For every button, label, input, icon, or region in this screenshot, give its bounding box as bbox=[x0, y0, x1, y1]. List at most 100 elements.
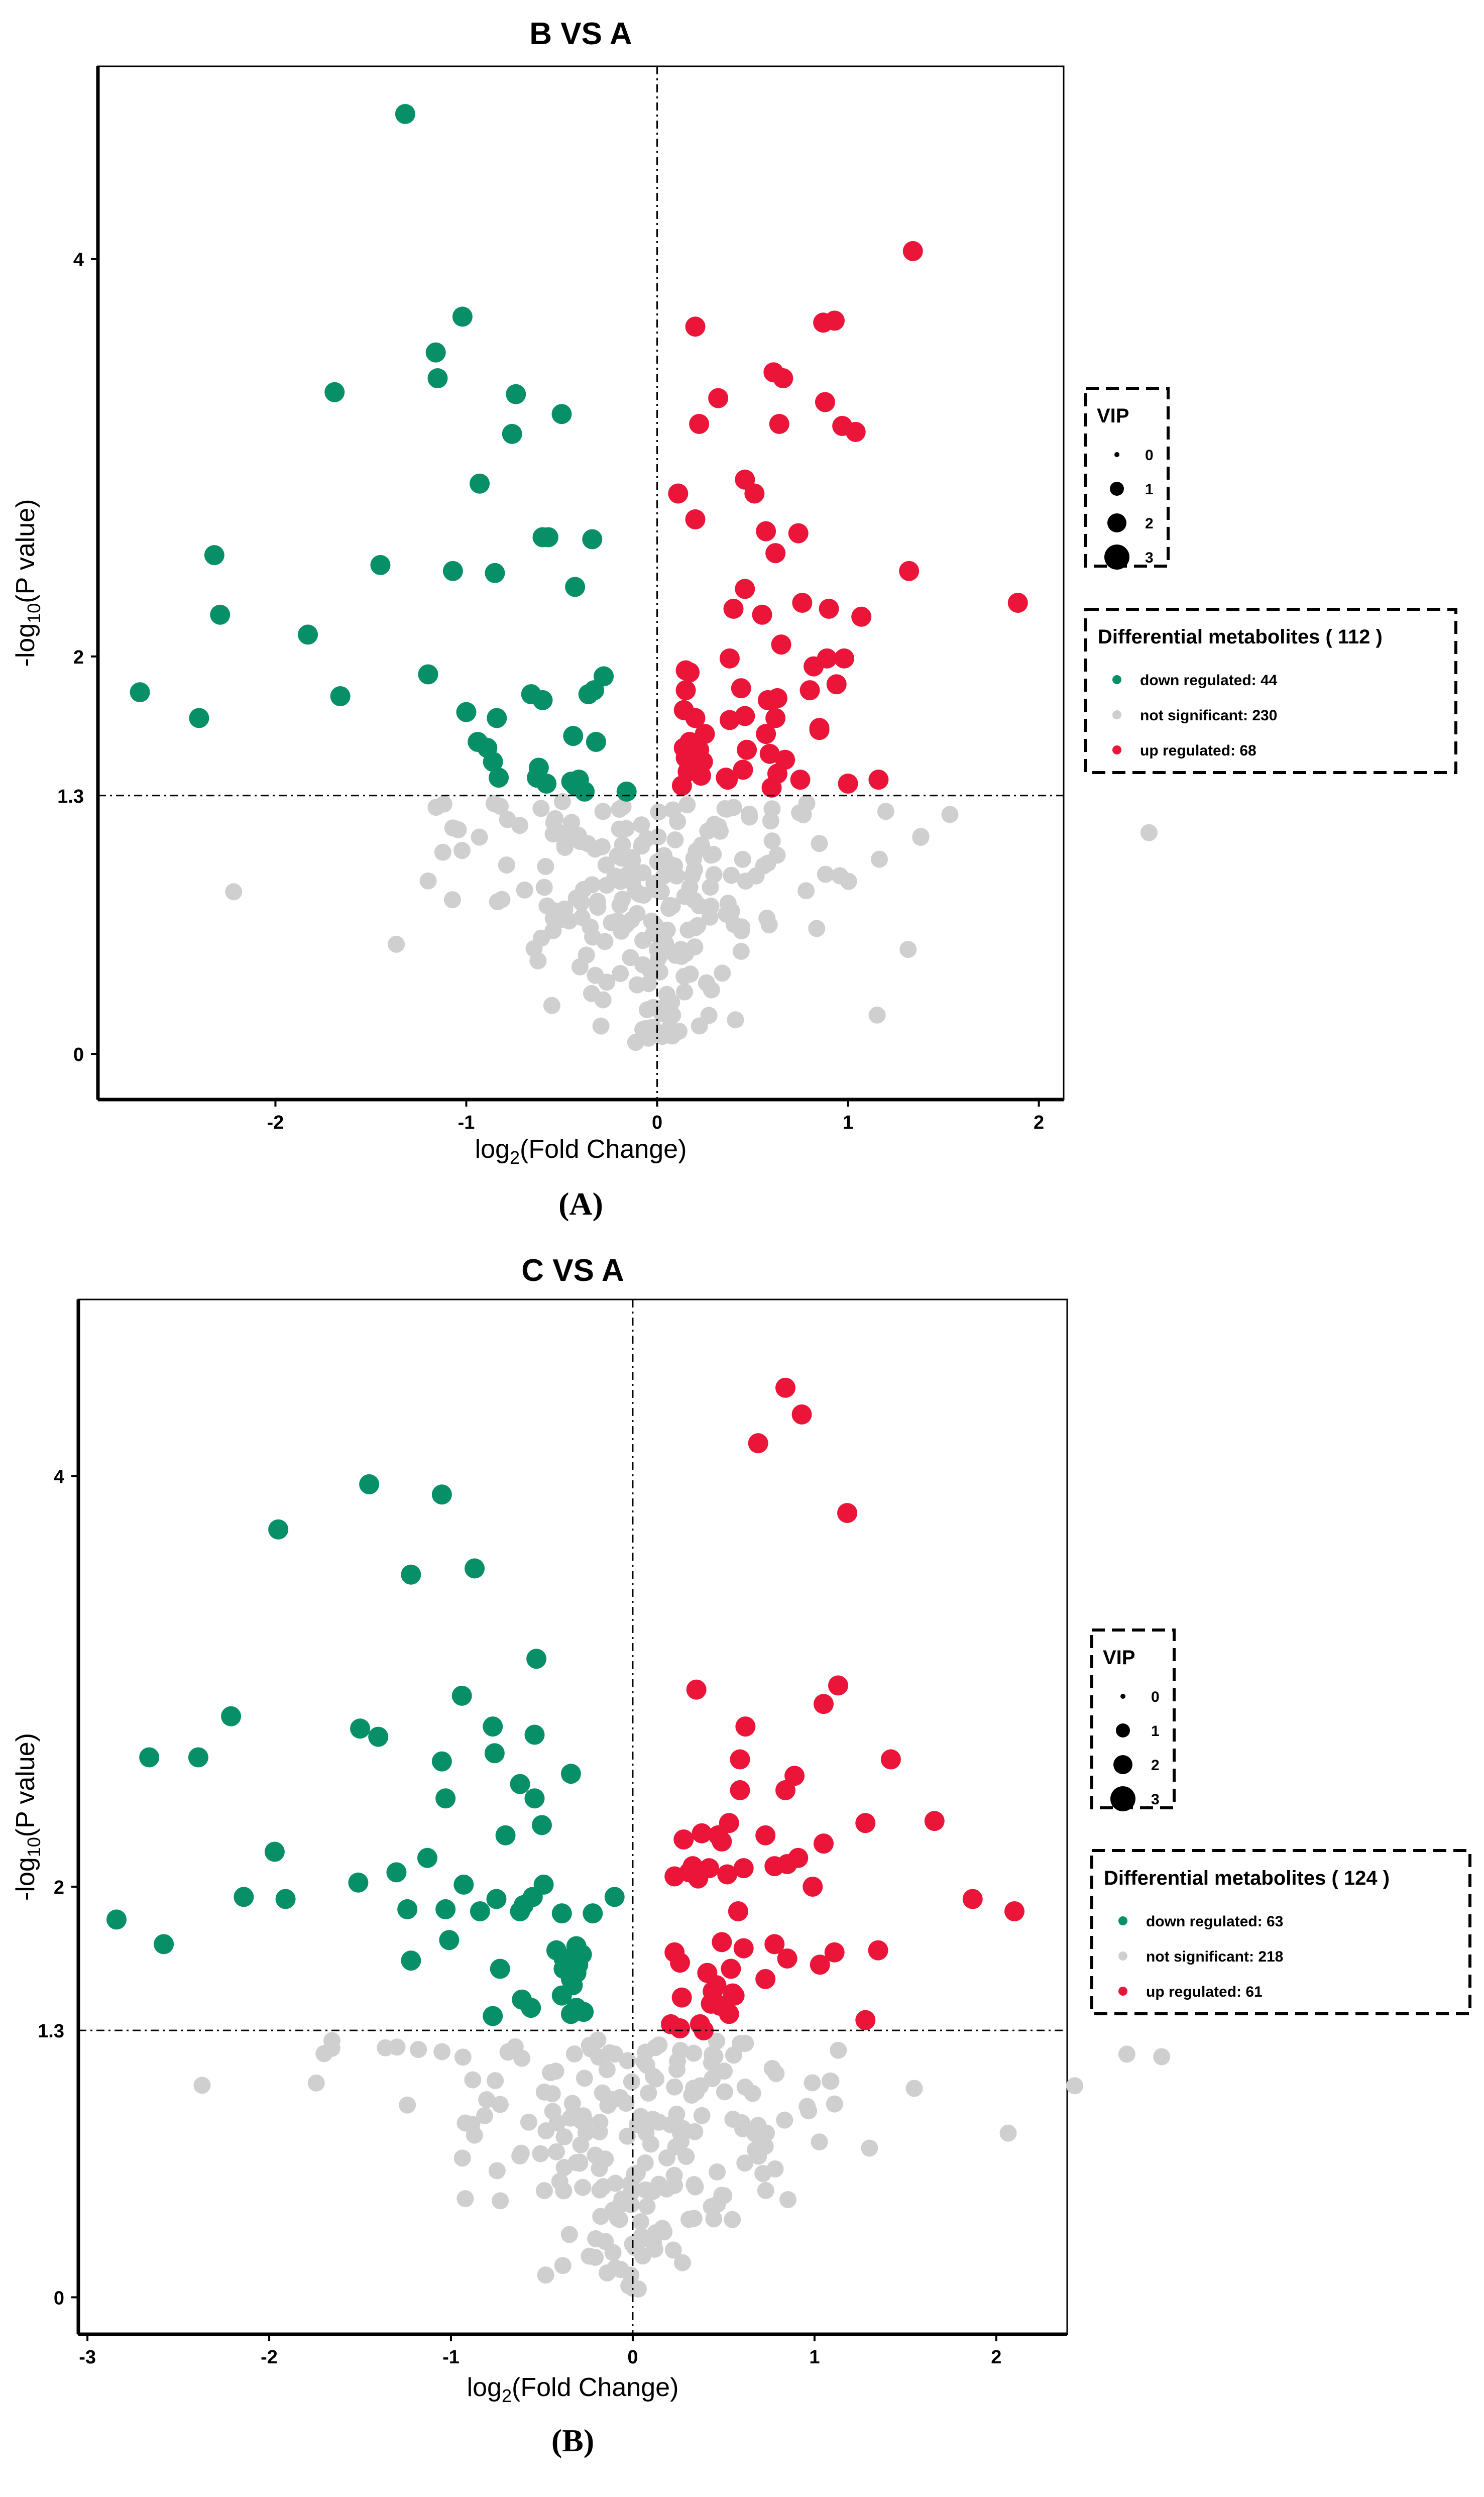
point-not-significant bbox=[746, 2125, 764, 2142]
point-up-regulated bbox=[723, 598, 744, 619]
point-not-significant bbox=[323, 2032, 340, 2049]
point-not-significant bbox=[377, 2039, 394, 2056]
point-up-regulated bbox=[717, 1864, 738, 1885]
point-down-regulated bbox=[330, 686, 351, 706]
point-not-significant bbox=[637, 2181, 654, 2199]
point-up-regulated bbox=[664, 1866, 685, 1887]
point-up-regulated bbox=[670, 2018, 691, 2038]
point-not-significant bbox=[520, 2113, 537, 2131]
point-not-significant bbox=[633, 816, 650, 834]
point-not-significant bbox=[686, 938, 704, 956]
point-not-significant bbox=[666, 831, 684, 848]
point-not-significant bbox=[594, 803, 612, 820]
point-not-significant bbox=[701, 908, 719, 926]
point-up-regulated bbox=[688, 1868, 709, 1889]
point-not-significant bbox=[724, 2211, 741, 2228]
chart-title: B VS A bbox=[529, 17, 632, 51]
point-not-significant bbox=[512, 2144, 530, 2162]
point-not-significant bbox=[399, 2096, 416, 2114]
point-up-regulated bbox=[767, 764, 787, 784]
point-up-regulated bbox=[826, 674, 847, 695]
point-not-significant bbox=[492, 2192, 509, 2210]
vip-level-label: 2 bbox=[1151, 1757, 1160, 1774]
point-down-regulated bbox=[425, 342, 446, 363]
point-up-regulated bbox=[671, 775, 692, 796]
point-up-regulated bbox=[710, 1996, 730, 2016]
legend-item-not-significant-dot bbox=[1118, 1951, 1127, 1961]
point-down-regulated bbox=[490, 1959, 510, 1979]
point-up-regulated bbox=[809, 718, 830, 738]
point-not-significant bbox=[488, 2162, 506, 2180]
point-not-significant bbox=[619, 2052, 636, 2070]
point-not-significant bbox=[699, 822, 717, 840]
point-not-significant bbox=[511, 817, 529, 834]
y-tick-label: 2 bbox=[54, 1877, 64, 1898]
y-axis-label: -log10(P value) bbox=[11, 1733, 44, 1901]
point-up-regulated bbox=[773, 368, 793, 389]
point-down-regulated bbox=[470, 1901, 490, 1922]
panel-label: (A) bbox=[558, 1186, 603, 1222]
point-down-regulated bbox=[502, 423, 522, 444]
point-not-significant bbox=[525, 940, 543, 957]
point-up-regulated bbox=[868, 1940, 888, 1961]
point-not-significant bbox=[877, 803, 894, 820]
point-not-significant bbox=[779, 2191, 797, 2208]
x-tick-label: 1 bbox=[843, 1112, 853, 1133]
point-not-significant bbox=[756, 2137, 774, 2155]
vip-level-label: 0 bbox=[1151, 1689, 1160, 1705]
point-not-significant bbox=[685, 2044, 703, 2062]
point-down-regulated bbox=[551, 404, 572, 424]
point-up-regulated bbox=[748, 1433, 768, 1454]
point-up-regulated bbox=[765, 543, 786, 564]
point-not-significant bbox=[193, 2077, 211, 2094]
point-not-significant bbox=[1066, 2077, 1084, 2095]
point-up-regulated bbox=[784, 1766, 805, 1786]
point-not-significant bbox=[541, 2064, 559, 2082]
point-down-regulated bbox=[452, 306, 473, 327]
point-not-significant bbox=[656, 998, 673, 1015]
point-up-regulated bbox=[765, 708, 786, 728]
point-not-significant bbox=[664, 801, 682, 819]
point-not-significant bbox=[741, 808, 758, 826]
point-down-regulated bbox=[264, 1841, 285, 1862]
point-down-regulated bbox=[521, 1998, 541, 2018]
point-up-regulated bbox=[719, 648, 740, 669]
point-not-significant bbox=[668, 2060, 686, 2078]
x-axis-label: log2(Fold Change) bbox=[475, 1135, 687, 1168]
point-not-significant bbox=[575, 881, 592, 898]
point-not-significant bbox=[443, 891, 461, 909]
point-up-regulated bbox=[673, 1829, 694, 1850]
point-up-regulated bbox=[737, 739, 757, 760]
point-down-regulated bbox=[401, 1564, 421, 1585]
point-not-significant bbox=[650, 949, 667, 967]
point-up-regulated bbox=[735, 579, 755, 599]
point-not-significant bbox=[662, 1025, 679, 1043]
point-not-significant bbox=[573, 909, 591, 926]
point-down-regulated bbox=[431, 1484, 452, 1505]
point-up-regulated bbox=[828, 1675, 848, 1696]
point-not-significant bbox=[702, 846, 720, 864]
point-down-regulated bbox=[139, 1747, 160, 1768]
point-up-regulated bbox=[813, 1833, 834, 1854]
point-not-significant bbox=[604, 2091, 622, 2108]
point-down-regulated bbox=[465, 1558, 485, 1579]
point-down-regulated bbox=[106, 1909, 127, 1930]
point-not-significant bbox=[548, 2114, 566, 2132]
differential-legend-title: Differential metabolites ( 112 ) bbox=[1098, 626, 1383, 648]
point-not-significant bbox=[830, 2041, 847, 2059]
point-not-significant bbox=[628, 2164, 646, 2182]
point-up-regulated bbox=[673, 700, 694, 720]
point-not-significant bbox=[768, 846, 786, 864]
point-up-regulated bbox=[962, 1889, 983, 1909]
threshold-tick-label: 1.3 bbox=[38, 2021, 64, 2042]
plot-frame bbox=[77, 1298, 1068, 2335]
x-tick-label: -2 bbox=[261, 2347, 278, 2368]
point-not-significant bbox=[532, 2145, 549, 2162]
point-not-significant bbox=[614, 891, 631, 908]
point-up-regulated bbox=[755, 1969, 776, 1989]
point-down-regulated bbox=[565, 775, 586, 796]
point-not-significant bbox=[726, 916, 743, 933]
point-down-regulated bbox=[483, 2006, 503, 2026]
point-not-significant bbox=[999, 2124, 1017, 2142]
x-tick-label: 2 bbox=[1034, 1112, 1044, 1133]
